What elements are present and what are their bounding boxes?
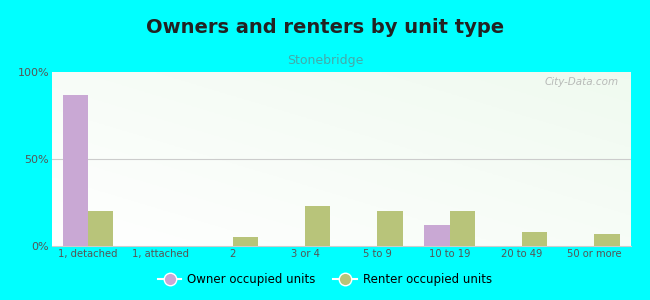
Bar bbox=[63, 94, 88, 246]
Bar bbox=[305, 206, 330, 246]
Bar bbox=[88, 211, 114, 246]
Bar bbox=[594, 234, 619, 246]
Text: City-Data.com: City-Data.com bbox=[545, 77, 619, 87]
Bar bbox=[378, 211, 403, 246]
Text: Owners and renters by unit type: Owners and renters by unit type bbox=[146, 18, 504, 37]
Text: Stonebridge: Stonebridge bbox=[287, 54, 363, 67]
Legend: Owner occupied units, Renter occupied units: Owner occupied units, Renter occupied un… bbox=[153, 269, 497, 291]
Bar bbox=[233, 237, 258, 246]
Bar bbox=[450, 211, 475, 246]
Bar bbox=[424, 225, 450, 246]
Bar bbox=[522, 232, 547, 246]
